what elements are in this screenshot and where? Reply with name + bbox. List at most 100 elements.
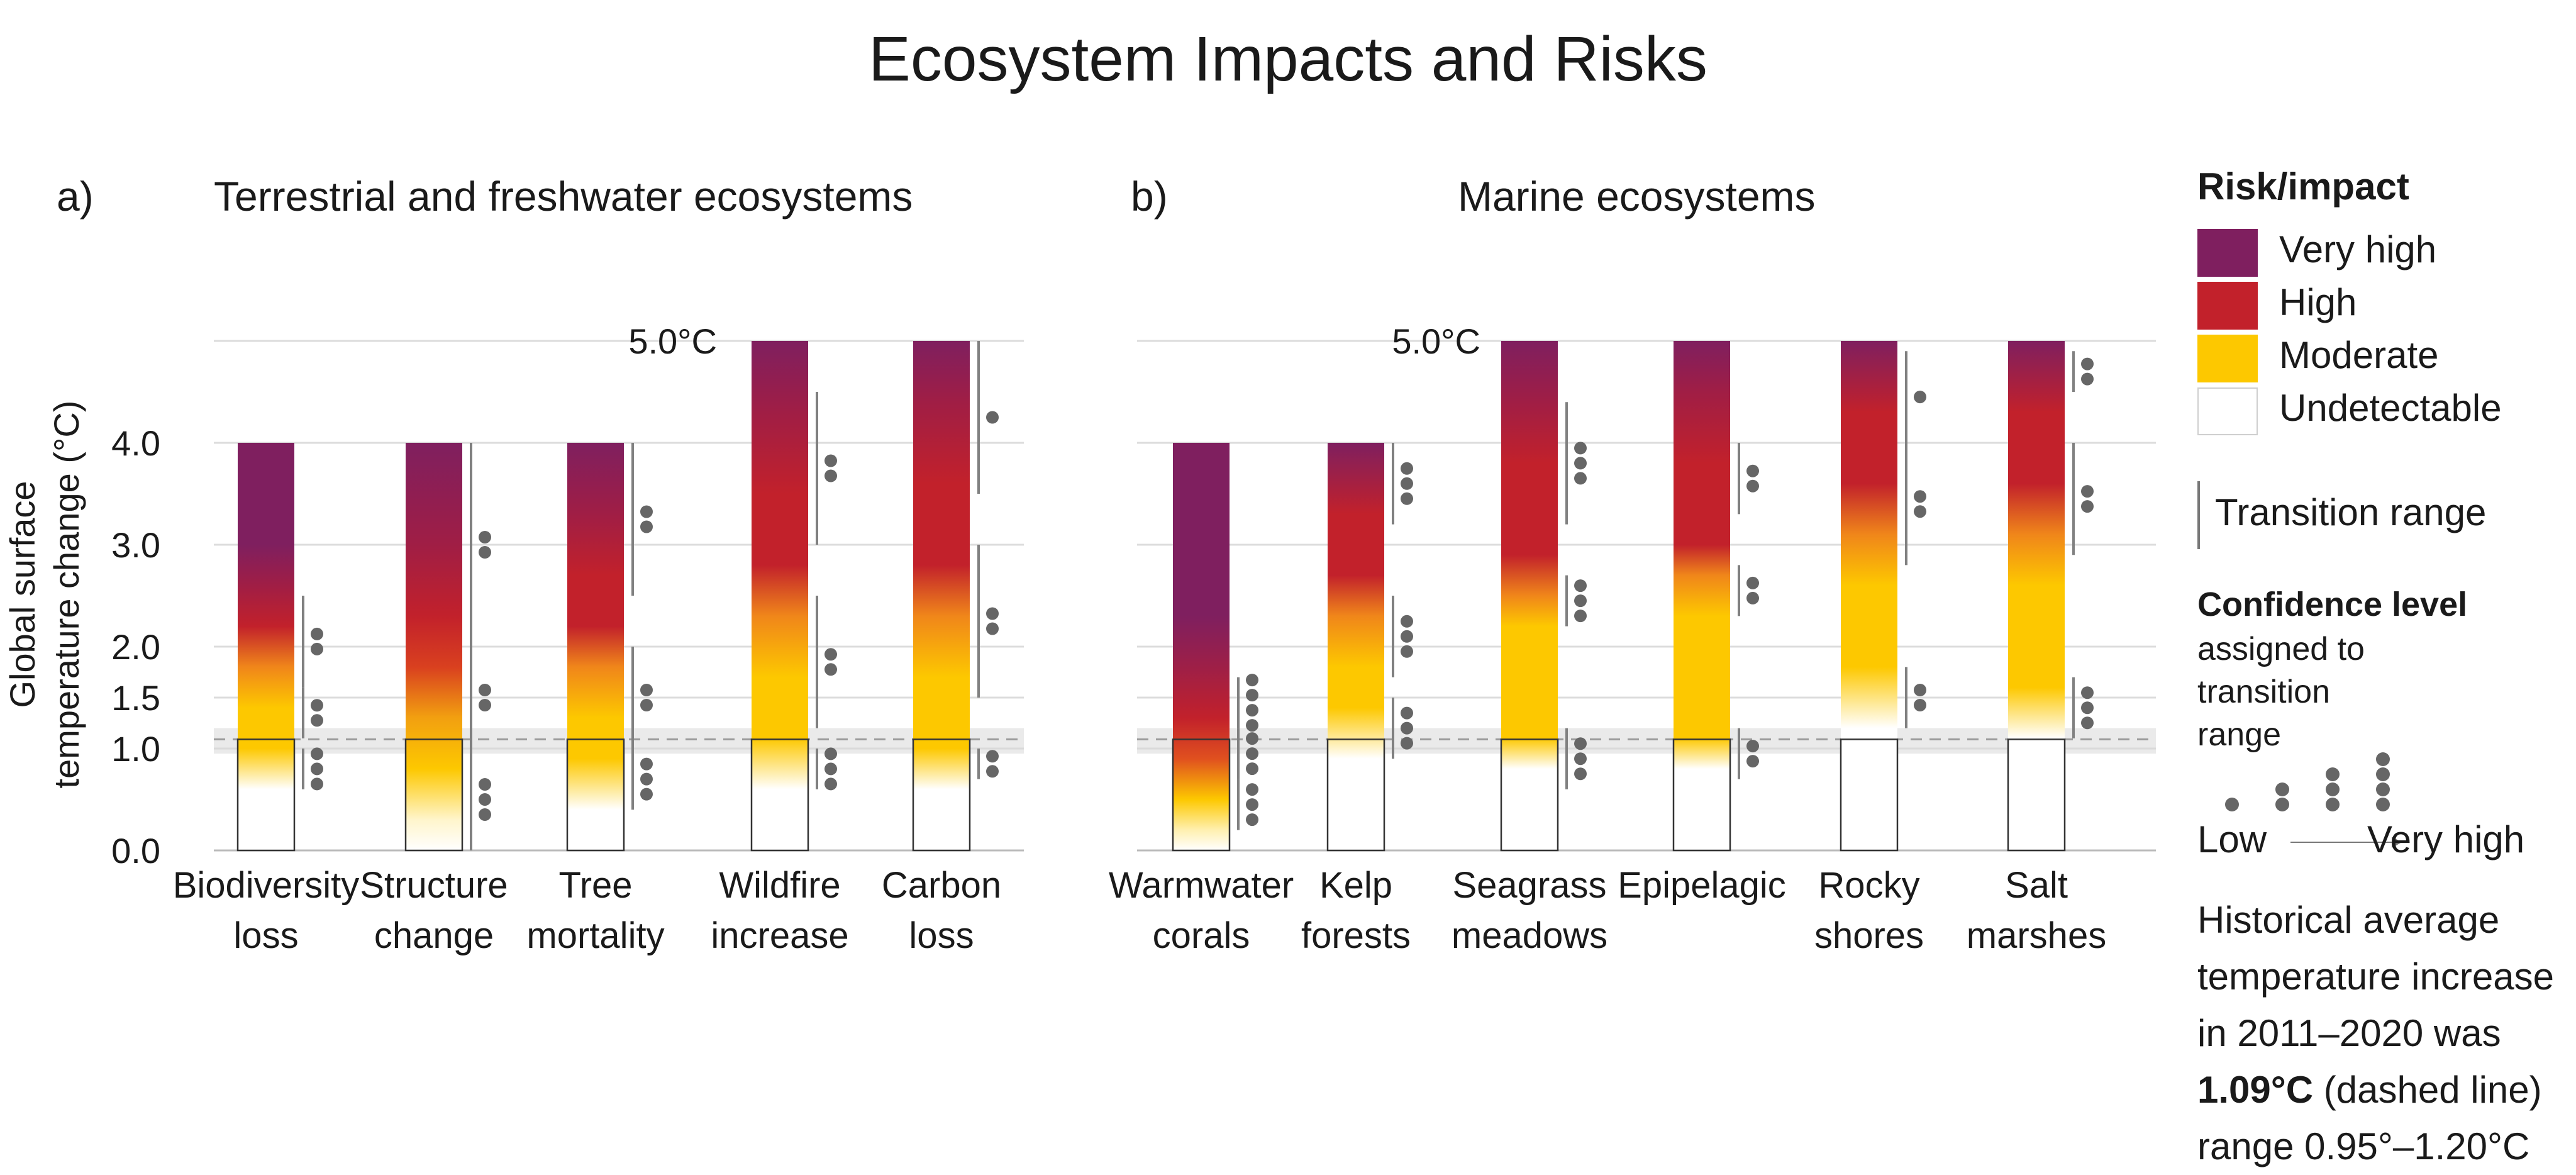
legend-transition-label: Transition range — [2215, 491, 2487, 533]
confidence-dot — [479, 793, 491, 806]
y-tick-label: 0.0 — [111, 831, 160, 871]
risk-bar-fill — [1328, 443, 1384, 850]
risk-bar-fill — [913, 341, 970, 850]
confidence-dot — [986, 750, 999, 763]
undetectable-outline — [1672, 738, 1731, 852]
category-label: Rocky — [1818, 865, 1919, 906]
legend-label-moderate: Moderate — [2279, 334, 2439, 376]
undetectable-outline — [236, 738, 296, 852]
panel-a-letter: a) — [57, 173, 94, 220]
confidence-dot — [1914, 684, 1926, 696]
legend-label-very-high: Very high — [2279, 228, 2437, 270]
legend-dot — [2376, 752, 2390, 766]
historical-range-band — [1137, 728, 2156, 754]
historical-line-2: temperature increase — [2197, 955, 2554, 998]
confidence-dot — [1401, 615, 1413, 628]
risk-bar-fill — [238, 443, 294, 850]
risk-bar — [1672, 341, 1759, 852]
category-label: forests — [1301, 915, 1411, 956]
confidence-dot — [1746, 479, 1759, 493]
confidence-dot — [311, 777, 323, 791]
confidence-dot — [640, 699, 653, 711]
confidence-dot — [824, 454, 837, 467]
confidence-dot — [640, 684, 653, 696]
confidence-dot — [1246, 732, 1258, 745]
risk-bar — [566, 443, 653, 852]
risk-bar-fill — [1501, 341, 1558, 850]
legend-swatch-undetectable — [2197, 387, 2258, 435]
confidence-dot — [640, 757, 653, 771]
confidence-dot — [1746, 755, 1759, 768]
category-label: loss — [909, 915, 974, 956]
confidence-dot — [986, 622, 999, 635]
historical-after-value: (dashed line) — [2313, 1069, 2542, 1111]
confidence-dot — [1246, 798, 1258, 811]
category-label: loss — [233, 915, 298, 956]
risk-bar-fill — [1841, 341, 1897, 850]
undetectable-outline — [2007, 738, 2066, 852]
confidence-dot — [986, 765, 999, 778]
category-label: meadows — [1452, 915, 1607, 956]
confidence-dot — [1246, 813, 1258, 827]
confidence-dot — [640, 520, 653, 533]
undetectable-outline — [1172, 738, 1231, 852]
confidence-dot — [1401, 737, 1413, 750]
panel-a-plot: 0.0 1.0 1.5 2.0 3.0 4.0 Global surface temperat… — [3, 321, 1024, 956]
category-label: marshes — [1967, 915, 2106, 956]
legend-confidence-desc: assigned to transition range — [2197, 631, 2365, 753]
confidence-dot — [1746, 464, 1759, 477]
top-value-label: 5.0°C — [628, 321, 717, 361]
category-label: Structure — [360, 865, 508, 906]
confidence-dot — [824, 777, 837, 791]
legend-dot — [2326, 767, 2340, 781]
risk-bar — [236, 443, 323, 852]
category-label: change — [374, 915, 494, 956]
legend-label-undetectable: Undetectable — [2279, 387, 2502, 429]
risk-bar-fill — [1674, 341, 1730, 850]
legend-historical-note: Historical average temperature increase … — [2197, 892, 2575, 1175]
legend-dot — [2326, 798, 2340, 811]
undetectable-outline — [404, 738, 464, 852]
confidence-dot — [1401, 721, 1413, 735]
confidence-dot — [311, 627, 323, 640]
risk-bar — [404, 443, 491, 852]
confidence-dot — [824, 747, 837, 760]
undetectable-outline — [1500, 738, 1559, 852]
risk-bar — [2007, 341, 2094, 852]
confidence-dot — [1246, 674, 1258, 687]
confidence-dot — [2081, 701, 2094, 715]
historical-line-3: in 2011–2020 was — [2197, 1012, 2501, 1054]
risk-bar — [1840, 341, 1926, 852]
risk-bar-fill — [752, 341, 808, 850]
legend-swatch-very-high — [2197, 229, 2258, 277]
legend-title: Risk/impact — [2197, 165, 2409, 208]
confidence-dot — [479, 699, 491, 711]
panel-a-title: Terrestrial and freshwater ecosystems — [214, 173, 913, 220]
legend-dot — [2275, 798, 2289, 811]
confidence-dot — [1574, 457, 1587, 470]
confidence-dot — [1246, 704, 1258, 717]
confidence-dot — [1746, 591, 1759, 604]
legend: Risk/impact Very high High Moderate Unde… — [2197, 0, 2575, 1174]
confidence-dot — [640, 788, 653, 801]
confidence-dot — [479, 546, 491, 559]
undetectable-outline — [750, 738, 809, 852]
category-label: Epipelagic — [1618, 865, 1786, 906]
confidence-dot — [2081, 686, 2094, 699]
confidence-dot — [2081, 500, 2094, 513]
confidence-dot — [311, 642, 323, 655]
legend-swatch-high — [2197, 282, 2258, 330]
legend-swatch-moderate — [2197, 335, 2258, 382]
category-label: Biodiversity — [173, 865, 360, 906]
category-label: Wildfire — [719, 865, 840, 906]
legend-dot — [2376, 782, 2390, 796]
panel-b-letter: b) — [1131, 173, 1168, 220]
confidence-dot — [311, 699, 323, 712]
confidence-dot — [986, 411, 999, 424]
legend-dot — [2225, 798, 2239, 811]
confidence-dot — [2081, 485, 2094, 498]
confidence-dot — [311, 714, 323, 727]
confidence-dot — [1574, 442, 1587, 455]
undetectable-outline — [1840, 738, 1899, 852]
undetectable-outline — [1326, 738, 1385, 852]
